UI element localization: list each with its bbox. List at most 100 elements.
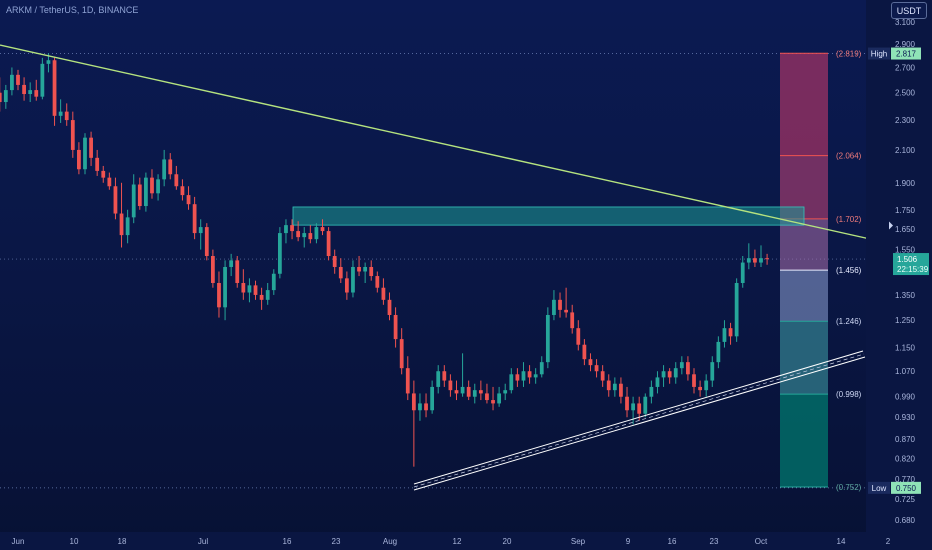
candle [625, 386, 629, 418]
candle [40, 57, 45, 100]
price-tick-label: 0.990 [895, 393, 916, 402]
descending-trendline[interactable] [0, 44, 889, 244]
candle [753, 249, 757, 267]
candle-body [119, 213, 124, 236]
price-axis[interactable]: 3.100 2.900 2.700 2.500 2.300 2.100 1.900 1.750… [866, 0, 932, 550]
time-tick-label: Oct [755, 537, 768, 546]
fib-band [780, 270, 828, 322]
candle [533, 368, 538, 384]
candle [168, 153, 173, 180]
resistance-zone[interactable] [292, 206, 805, 226]
candle-body [265, 290, 270, 300]
candle [503, 383, 508, 401]
candle-body [405, 368, 410, 394]
candle-body [698, 386, 702, 391]
candle [363, 262, 368, 284]
candle-body [101, 170, 106, 178]
candle-body [503, 390, 508, 394]
candle [174, 165, 179, 190]
candle-body [253, 285, 258, 295]
candle [442, 365, 447, 387]
candle-body [491, 400, 495, 404]
candle [594, 359, 599, 378]
candle [125, 209, 130, 244]
candle-body [3, 90, 8, 103]
candle [271, 269, 276, 295]
candle [667, 368, 672, 384]
candle [539, 356, 544, 378]
fib-retracement-tool[interactable]: (2.819) (2.064) (1.702) (1.456) (1.246) (0.99… [780, 49, 862, 492]
currency-button[interactable]: USDT [891, 2, 927, 19]
candle-body [588, 359, 593, 366]
price-tick-label: 1.150 [895, 344, 916, 353]
candle-body [290, 225, 294, 232]
time-tick-label: 2 [886, 537, 891, 546]
candle-body [521, 371, 526, 381]
candle-body [625, 396, 629, 411]
candle-body [64, 111, 69, 121]
support-line-lower[interactable] [413, 356, 866, 491]
candle [259, 287, 264, 310]
fib-band [780, 53, 828, 156]
candle [509, 368, 514, 394]
time-tick-label: 14 [837, 537, 846, 546]
candle-body [217, 283, 221, 308]
candle [0, 77, 2, 112]
candle-body [710, 362, 715, 381]
candle-body [89, 137, 93, 158]
candle-body [649, 386, 654, 397]
time-tick-label: 23 [710, 537, 719, 546]
candle-body [661, 371, 666, 378]
fib-band [780, 394, 828, 487]
candle [375, 271, 380, 293]
candle [186, 186, 191, 210]
candle [107, 172, 112, 190]
candle-body [424, 403, 428, 411]
candle-body [210, 256, 215, 284]
time-axis[interactable]: Jun 10 18 Jul 16 23 Aug 12 20 Sep 9 16 23 Oct 14 2 [0, 532, 932, 550]
resistance-zone-box[interactable] [292, 206, 805, 226]
candle [314, 223, 319, 244]
candle-body [198, 227, 203, 234]
support-line-upper[interactable] [413, 350, 864, 485]
candle-body [497, 393, 502, 404]
candle-body [539, 362, 544, 375]
candle-body [619, 383, 623, 397]
candle-body [655, 377, 660, 387]
candle-body [144, 177, 148, 207]
candle-body [131, 184, 136, 218]
candle-body [192, 204, 197, 234]
candle [180, 179, 185, 201]
candle-body [83, 137, 87, 170]
candle-body [570, 312, 575, 329]
candle [478, 380, 483, 401]
fib-level-label: (1.702) [836, 215, 862, 224]
time-tick-label: Sep [571, 537, 586, 546]
candle [399, 328, 404, 375]
candle [89, 131, 93, 166]
candle [582, 339, 587, 366]
candle-body [448, 380, 453, 391]
fib-level-label: (1.246) [836, 317, 862, 326]
candle [204, 223, 209, 261]
high-tag-bg [868, 47, 890, 60]
candle-body [478, 390, 483, 394]
candle [734, 278, 739, 342]
price-tick-label: 0.725 [895, 495, 916, 504]
candle-body [351, 266, 355, 293]
candle [64, 103, 69, 126]
time-tick-label: 16 [668, 537, 677, 546]
candle [229, 253, 234, 277]
candle [692, 368, 696, 394]
time-tick-label: Jul [198, 537, 208, 546]
price-tick-label: 1.900 [895, 179, 916, 188]
candle-body [527, 371, 532, 378]
drawn-lines[interactable] [0, 44, 889, 491]
support-line-mid[interactable] [413, 353, 865, 488]
time-tick-label: Aug [383, 537, 397, 546]
candle-body [734, 283, 739, 337]
candle-body [369, 266, 374, 277]
candle-body [247, 285, 252, 293]
price-tick-label: 1.070 [895, 367, 916, 376]
